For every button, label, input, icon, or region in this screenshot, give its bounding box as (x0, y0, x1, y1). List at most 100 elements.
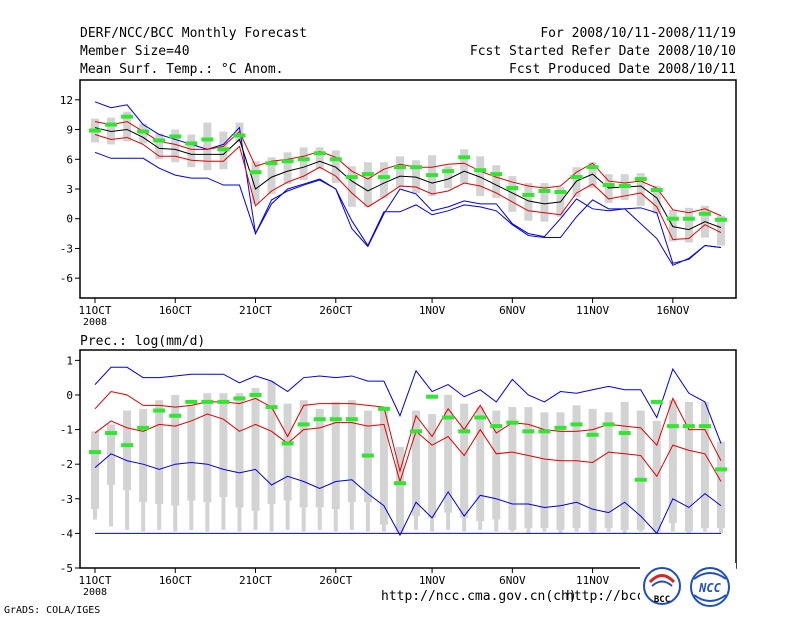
prec-whisker (189, 500, 194, 530)
chart-title: DERF/NCC/BCC Monthly Forecast (80, 26, 307, 41)
temp-median-mark (650, 187, 663, 192)
prec-box (684, 401, 693, 532)
bcc-logo-text: BCC (654, 595, 670, 605)
temp-median-mark (105, 122, 118, 127)
prec-box (107, 424, 116, 485)
temp-median-mark (121, 114, 134, 119)
prec-box (524, 407, 533, 529)
temp-box (540, 183, 549, 222)
temp-box (717, 215, 725, 246)
prec-whisker (446, 512, 451, 530)
prec-box (219, 393, 228, 498)
temp-median-mark (618, 184, 631, 189)
prec-whisker (221, 497, 226, 530)
temp-box (572, 167, 581, 197)
temp-spread-upper-line (94, 121, 722, 217)
temp-xtick-label: 6NOV (499, 304, 526, 317)
prec-median-mark (217, 399, 230, 404)
prec-median-mark (634, 477, 647, 482)
prec-whisker (430, 517, 435, 532)
ncc-url: http://ncc.cma.gov.cn(ch) (381, 589, 577, 604)
temp-box (187, 134, 196, 168)
temp-xtick-year: 2008 (83, 317, 107, 328)
temp-median-mark (522, 192, 535, 197)
temp-median-mark (361, 172, 374, 177)
prec-whisker (574, 528, 579, 532)
prec-median-mark (313, 417, 326, 422)
prec-whisker (397, 531, 402, 534)
prec-box (91, 431, 99, 510)
prec-whisker (686, 531, 691, 534)
prec-xtick-label: 16OCT (159, 574, 192, 587)
prec-whisker (349, 502, 354, 530)
temp-mean-line (94, 127, 722, 231)
prec-whisker (269, 503, 274, 532)
temp-box (588, 162, 597, 189)
temp-ytick-label: 0 (66, 213, 73, 226)
prec-whisker (702, 528, 707, 532)
prec-box (235, 393, 244, 508)
prec-median-mark (297, 422, 310, 427)
grads-credit: GrADS: COLA/IGES (4, 605, 101, 616)
prec-whisker (606, 528, 611, 532)
prec-spread-lower-line (94, 413, 722, 484)
prec-whisker (558, 529, 563, 534)
prec-whisker (462, 517, 467, 532)
prec-median-mark (474, 415, 487, 420)
prec-ytick-label: -5 (60, 562, 73, 575)
temp-median-mark (490, 172, 503, 177)
temp-box (363, 162, 372, 207)
member-size: Member Size=40 (80, 44, 190, 59)
prec-box (251, 388, 260, 511)
prec-xtick-label: 21OCT (239, 574, 272, 587)
prec-median-mark (329, 417, 342, 422)
prec-whisker (414, 516, 419, 530)
temp-box (684, 207, 693, 243)
temp-box (315, 147, 324, 170)
prec-ytick-label: -4 (60, 527, 74, 540)
temp-ytick-label: -6 (60, 272, 73, 285)
prec-xtick-label: 1NOV (419, 574, 446, 587)
temp-median-mark (281, 159, 294, 164)
prec-box (395, 446, 404, 532)
prec-box (588, 408, 597, 532)
prec-whisker (590, 531, 595, 534)
prec-median-mark (506, 420, 519, 425)
prec-box (412, 410, 421, 517)
prec-whisker (125, 490, 130, 530)
temp-median-mark (377, 175, 390, 180)
temp-box (171, 129, 180, 163)
prec-box (492, 410, 501, 520)
temp-median-mark (297, 157, 310, 162)
temp-median-mark (169, 134, 182, 139)
temp-median-mark (137, 129, 150, 134)
temp-median-mark (634, 177, 647, 182)
temp-median-mark (410, 165, 423, 170)
prec-whisker (173, 505, 178, 532)
temp-xtick-label: 21OCT (239, 304, 272, 317)
prec-box (283, 403, 292, 501)
temp-median-mark (233, 133, 246, 138)
prec-box (668, 400, 677, 524)
temp-median-mark (570, 175, 583, 180)
prec-median-mark (377, 406, 390, 411)
prec-xtick-label: 11OCT (78, 574, 111, 587)
prec-whisker (157, 503, 162, 530)
temp-panel: 12 9 6 3 0 -3 -6 11OCT 16OCT 21OCT 26OCT 1NOV 6NOV 11… (60, 79, 737, 328)
prec-xtick-label: 11NOV (576, 574, 609, 587)
prec-box (604, 412, 613, 529)
prec-box (139, 408, 148, 503)
prec-whisker (510, 529, 515, 532)
prec-whisker (494, 519, 499, 532)
temp-xtick-label: 1NOV (419, 304, 446, 317)
prec-whisker (381, 524, 386, 532)
prec-median-mark (121, 443, 134, 448)
temp-median-mark (345, 175, 358, 180)
temp-box (444, 166, 453, 189)
prec-whisker (719, 528, 723, 534)
temp-min-line (94, 151, 722, 264)
temp-box (652, 186, 661, 214)
prec-median-mark (185, 399, 198, 404)
temp-box (395, 156, 404, 188)
